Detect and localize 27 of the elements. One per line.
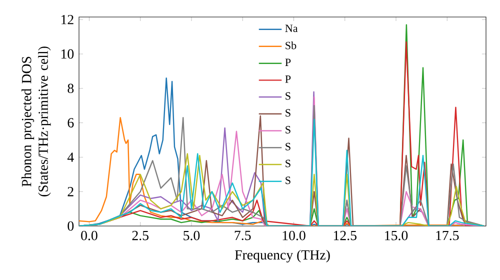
legend-label: Na	[285, 24, 298, 32]
legend-label: P	[285, 76, 291, 83]
x-tick-label: 7.5	[234, 230, 251, 240]
legend-label: S	[286, 126, 290, 134]
x-axis-title: Frequency (THz)	[234, 250, 330, 262]
x-tick-label: 2.5	[132, 230, 148, 240]
x-tick-label: 5.0	[184, 230, 200, 240]
y-axis-title: Phonon projected DOS (States/THz·primitive cell)	[22, 46, 51, 196]
legend-label: P	[285, 58, 291, 66]
y-tick-label: 0	[68, 221, 74, 231]
legend-label: S	[286, 176, 290, 184]
x-tick-label: 17.5	[436, 230, 459, 240]
y-tick-label: 6	[68, 118, 74, 128]
x-tick-label: 15.0	[385, 230, 408, 240]
y-tick-label: 12	[61, 14, 74, 24]
legend-label: S	[286, 160, 290, 168]
legend-label: Sb	[286, 41, 296, 50]
legend-label: S	[286, 142, 290, 150]
x-tick-label: 12.5	[334, 230, 356, 240]
y-tick-label: 8	[68, 84, 74, 94]
y-tick-label: 4	[67, 152, 74, 162]
y-tick-label: 10	[61, 49, 74, 59]
x-tick-label: 10.0	[282, 230, 306, 240]
y-tick-label: 2	[68, 187, 74, 196]
x-tick-label: 0.0	[81, 230, 98, 240]
legend-label: S	[286, 109, 290, 117]
legend-label: S	[286, 92, 290, 100]
